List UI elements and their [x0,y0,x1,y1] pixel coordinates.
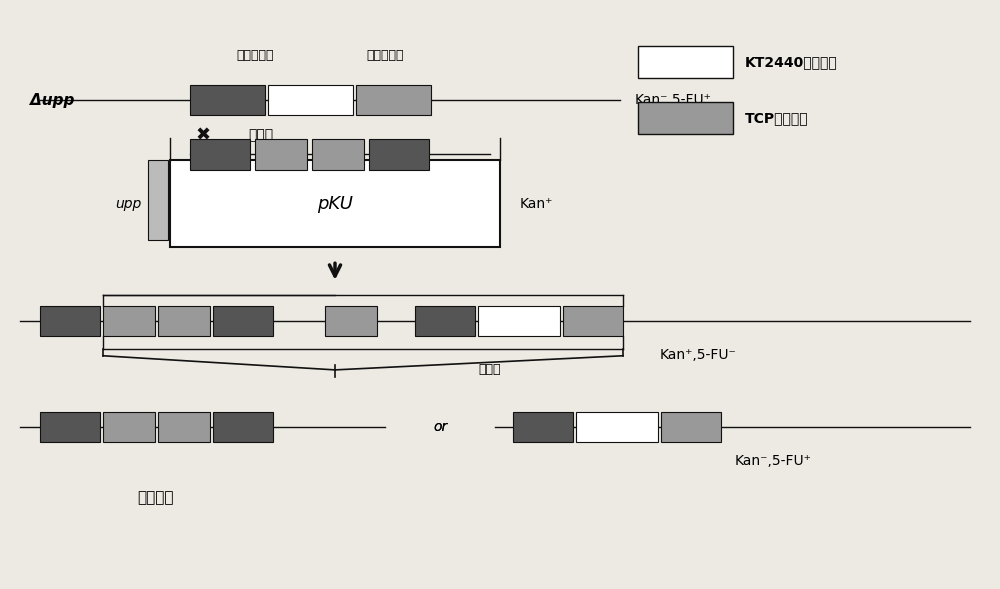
Bar [158,306,210,336]
Bar [576,412,658,442]
Text: Kan⁻,5-FU⁺: Kan⁻,5-FU⁺ [635,93,712,107]
Bar [638,45,733,78]
Bar [268,85,353,115]
Bar [563,306,623,336]
Bar [158,412,210,442]
Bar [638,101,733,134]
Text: upp: upp [115,197,141,211]
Text: 下游同源臂: 下游同源臂 [366,49,404,62]
Text: pKU: pKU [317,195,353,213]
Bar [478,306,560,336]
Text: 上游同源臂: 上游同源臂 [236,49,274,62]
Bar [415,306,475,336]
Text: Kan⁺,5-FU⁻: Kan⁺,5-FU⁻ [660,348,737,362]
Bar [255,139,307,170]
Bar [40,306,100,336]
Bar [170,160,500,247]
Text: Kan⁻,5-FU⁺: Kan⁻,5-FU⁺ [735,454,812,468]
Text: TCP降解基因: TCP降解基因 [745,111,809,125]
Bar [103,412,155,442]
Bar [103,306,155,336]
Bar [213,412,273,442]
Bar [148,160,168,240]
Text: or: or [433,420,447,434]
Bar [312,139,364,170]
Text: KT2440原有基因: KT2440原有基因 [745,55,838,69]
Bar [40,412,100,442]
Text: ✖: ✖ [195,127,211,144]
Bar [661,412,721,442]
Text: 目的结果: 目的结果 [137,490,173,505]
Text: 单交换: 单交换 [248,128,273,143]
Text: 双交换: 双交换 [479,363,501,376]
Bar [325,306,377,336]
Bar [213,306,273,336]
Text: Kan⁺: Kan⁺ [520,197,553,211]
Text: or: or [433,420,447,434]
Bar [190,85,265,115]
Bar [369,139,429,170]
Bar [513,412,573,442]
Bar [356,85,431,115]
Text: Δupp: Δupp [30,92,74,108]
Bar [190,139,250,170]
